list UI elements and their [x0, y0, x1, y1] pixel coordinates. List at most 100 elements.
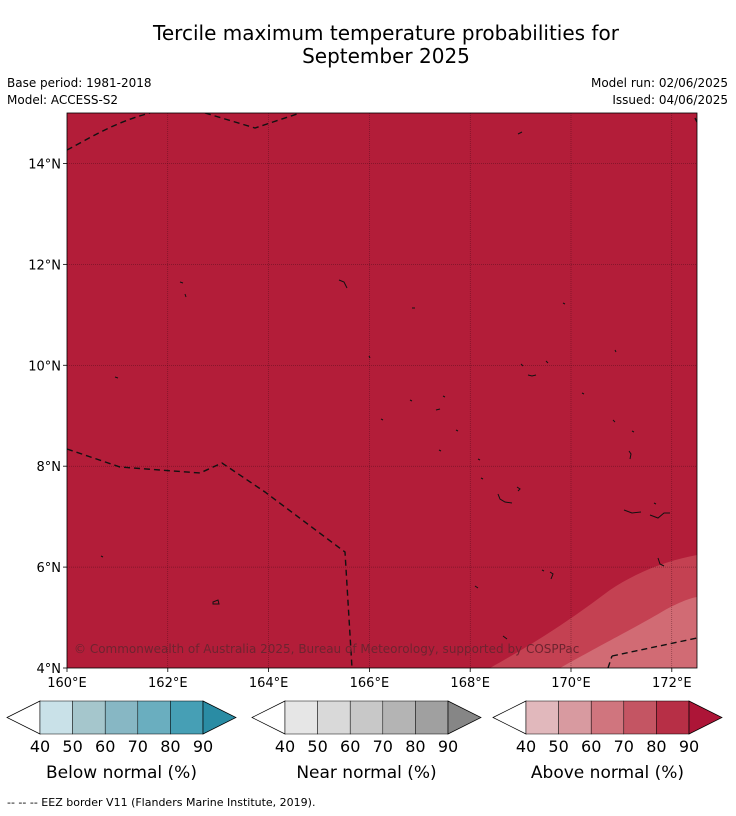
colorbar-segment: [72, 700, 106, 735]
probability-fill-60-70: [560, 597, 697, 668]
island: [517, 131, 523, 135]
eez-border-north-west: [67, 113, 151, 151]
map-area: © Commonwealth of Australia 2025, Bureau…: [67, 113, 697, 668]
chart-title: Tercile maximum temperature probabilitie…: [0, 22, 736, 68]
colorbar-below-normal: 40 50 60 70 80 90 Below normal (%): [6, 700, 237, 783]
y-tick-label: 14°N: [28, 157, 61, 172]
island: [435, 408, 441, 411]
island: [545, 360, 549, 364]
island: [477, 458, 481, 461]
eez-border-north: [204, 113, 301, 129]
meta-left: Base period: 1981-2018 Model: ACCESS-S2: [7, 76, 152, 109]
x-tick-label: 166°E: [350, 676, 390, 691]
eez-border-central: [67, 448, 353, 668]
colorbar-arrow-low: [492, 700, 527, 735]
colorbar-tick-label: 50: [62, 737, 82, 756]
island: [212, 599, 220, 605]
colorbar-tick-label: 40: [30, 737, 50, 756]
islands: [100, 131, 670, 640]
island: [179, 281, 184, 284]
colorbar-segment: [590, 700, 625, 735]
island: [657, 557, 665, 567]
eez-border-south-east: [611, 637, 697, 657]
island: [380, 418, 384, 421]
island: [623, 509, 642, 514]
colorbar-title: Above normal (%): [531, 763, 684, 783]
colorbar-segment: [170, 700, 204, 735]
island: [549, 571, 554, 580]
colorbar-tick-label: 60: [95, 737, 115, 756]
colorbar-segment: [284, 700, 318, 735]
x-tick-label: 172°E: [652, 676, 692, 691]
x-tick-label: 168°E: [450, 676, 490, 691]
x-axis-ticks: 160°E 162°E 164°E 166°E 168°E 170°E 172°E: [47, 668, 692, 691]
colorbar-arrow-low: [251, 700, 286, 735]
colorbar-tick-label: 60: [340, 737, 360, 756]
probability-fill-80-90: [67, 113, 697, 668]
island: [614, 349, 617, 353]
colorbar-arrow-high: [202, 700, 237, 735]
title-line-1: Tercile maximum temperature probabilitie…: [153, 21, 619, 45]
colorbar-segment: [137, 700, 171, 735]
island: [581, 392, 585, 395]
island: [516, 486, 521, 492]
island: [442, 395, 446, 398]
colorbar-segment: [382, 700, 416, 735]
eez-border-south-east-2: [607, 655, 613, 668]
island: [527, 374, 537, 377]
island: [438, 449, 442, 452]
title-line-2: September 2025: [302, 44, 470, 68]
colorbar-tick-label: 90: [193, 737, 213, 756]
island: [497, 493, 513, 504]
colorbar-segment: [525, 700, 559, 735]
y-tick-label: 12°N: [28, 258, 61, 273]
colorbar-segment: [349, 700, 384, 735]
colorbar-arrow-low: [6, 700, 41, 735]
model-run: Model run: 02/06/2025: [590, 76, 728, 90]
island: [502, 635, 508, 640]
island: [653, 502, 657, 505]
colorbar-title: Below normal (%): [46, 763, 197, 783]
x-tick-label: 164°E: [249, 676, 289, 691]
island: [455, 429, 459, 432]
colorbar-tick-label: 40: [516, 737, 536, 756]
island: [100, 555, 104, 558]
colorbar-segment: [415, 700, 449, 735]
island: [474, 585, 479, 589]
colorbar-segment: [317, 700, 351, 735]
map-frame: [66, 112, 698, 669]
colorbar-tick-label: 80: [646, 737, 666, 756]
eez-footer-note: -- -- -- EEZ border V11 (Flanders Marine…: [7, 796, 316, 809]
colorbar-tick-label: 80: [160, 737, 180, 756]
colorbar-title: Near normal (%): [296, 763, 436, 783]
island: [368, 355, 371, 359]
gridlines: [67, 113, 697, 668]
island: [649, 512, 670, 519]
island: [541, 569, 545, 572]
eez-borders: [67, 113, 697, 668]
colorbar-segment: [558, 700, 592, 735]
island: [628, 450, 632, 460]
y-tick-label: 6°N: [37, 561, 62, 576]
island: [562, 302, 566, 305]
colorbar-segment: [656, 700, 690, 735]
island: [114, 376, 119, 379]
colorbar-tick-label: 70: [373, 737, 393, 756]
colorbar-tick-label: 90: [679, 737, 699, 756]
colorbar-tick-label: 80: [405, 737, 425, 756]
y-tick-label: 10°N: [28, 359, 61, 374]
colorbar-tick-label: 70: [614, 737, 634, 756]
island: [409, 399, 413, 402]
base-period: Base period: 1981-2018: [7, 76, 152, 90]
island: [520, 363, 524, 367]
colorbar-tick-label: 50: [307, 737, 327, 756]
island: [338, 279, 348, 289]
colorbar-tick-label: 50: [548, 737, 568, 756]
model-name: Model: ACCESS-S2: [7, 92, 119, 107]
y-axis-ticks: 4°N 6°N 8°N 10°N 12°N 14°N: [28, 157, 67, 677]
y-tick-label: 8°N: [37, 460, 62, 475]
island: [184, 293, 187, 298]
x-tick-label: 162°E: [148, 676, 188, 691]
